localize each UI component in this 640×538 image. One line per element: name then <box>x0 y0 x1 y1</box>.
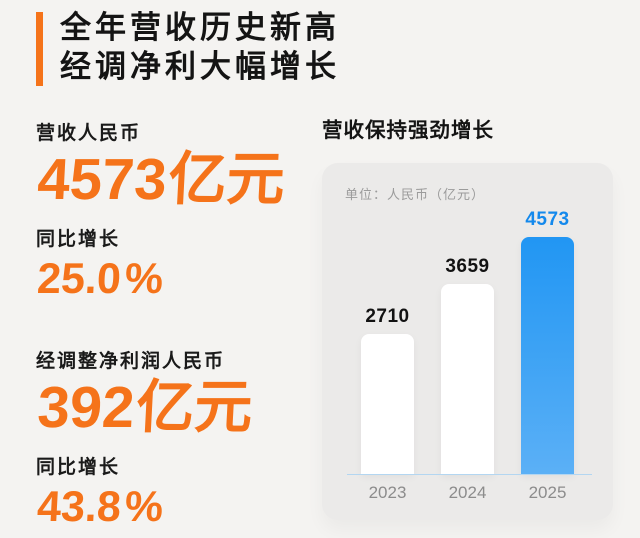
stat-revenue-label: 营收人民币 <box>36 123 142 144</box>
stat-profit-growth-suffix: % <box>123 483 165 531</box>
stat-profit: 经调整净利润人民币 392亿元 同比增长 43.8% <box>35 348 319 531</box>
stat-profit-growth-value: 43.8% <box>35 483 318 531</box>
stat-profit-value: 392亿元 <box>35 375 319 440</box>
chart-bars: 2710 3659 4573 <box>322 209 613 474</box>
stat-revenue-growth-value: 25.0% <box>35 255 318 303</box>
stat-profit-unit: 亿元 <box>134 375 255 440</box>
stat-revenue-growth-suffix: % <box>123 255 165 303</box>
bar-rect <box>361 334 414 474</box>
x-axis-label: 2023 <box>368 483 407 502</box>
title-accent-bar <box>36 12 43 86</box>
stats-column: 营收人民币 4573亿元 同比增长 25.0% 经调整净利润人民币 392亿元 … <box>35 120 319 531</box>
bar-2025: 4573 <box>521 209 574 474</box>
stat-revenue-growth-number: 25.0 <box>35 255 123 303</box>
revenue-bar-chart-card: 单位：人民币（亿元） 2710 3659 4573 2023 2024 2025 <box>322 163 613 520</box>
stat-profit-growth-label: 同比增长 <box>36 457 121 478</box>
page-title: 全年营收历史新高 经调净利大幅增长 <box>60 8 340 86</box>
bar-2024: 3659 <box>441 256 494 474</box>
chart-unit-label: 单位：人民币（亿元） <box>345 187 486 202</box>
bar-2023: 2710 <box>361 306 414 474</box>
chart-section: 营收保持强劲增长 单位：人民币（亿元） 2710 3659 4573 2023 202… <box>322 118 613 520</box>
x-axis-label: 2025 <box>528 483 567 502</box>
chart-baseline <box>347 473 592 475</box>
stat-revenue-unit: 亿元 <box>166 147 287 212</box>
stat-profit-label: 经调整净利润人民币 <box>36 351 226 372</box>
page-title-line1: 全年营收历史新高 <box>60 10 340 45</box>
bar-rect <box>441 284 494 474</box>
stat-revenue-value: 4573亿元 <box>35 147 319 212</box>
bar-value-label: 2710 <box>365 306 410 327</box>
stat-profit-growth-number: 43.8 <box>35 483 123 531</box>
stat-revenue-number: 4573 <box>35 147 169 212</box>
stat-profit-number: 392 <box>35 375 137 440</box>
stat-revenue-growth-label: 同比增长 <box>36 229 121 250</box>
x-axis-label: 2024 <box>448 483 487 502</box>
bar-value-label: 4573 <box>525 209 570 230</box>
stat-revenue: 营收人民币 4573亿元 同比增长 25.0% <box>35 120 319 303</box>
chart-x-axis-labels: 2023 2024 2025 <box>322 483 613 503</box>
header: 全年营收历史新高 经调净利大幅增长 <box>36 8 340 86</box>
page-title-line2: 经调净利大幅增长 <box>60 49 340 84</box>
chart-title: 营收保持强劲增长 <box>322 119 494 142</box>
bar-rect <box>521 237 574 474</box>
bar-value-label: 3659 <box>445 256 490 277</box>
